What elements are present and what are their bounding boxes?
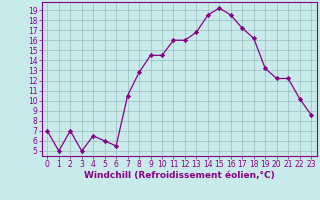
X-axis label: Windchill (Refroidissement éolien,°C): Windchill (Refroidissement éolien,°C) bbox=[84, 171, 275, 180]
